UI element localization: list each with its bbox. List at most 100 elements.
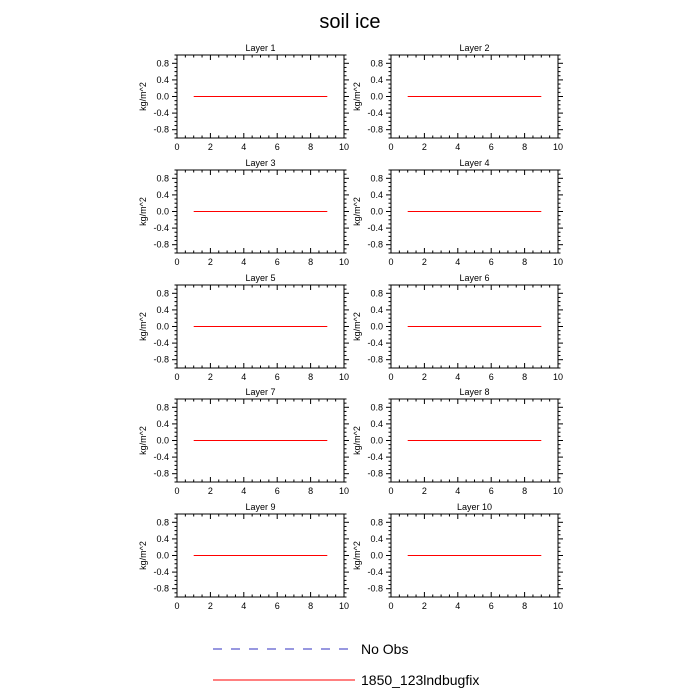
y-tick-label: -0.8 (153, 240, 169, 250)
panel-title: Layer 4 (459, 158, 489, 168)
y-tick-label: 0.8 (156, 173, 169, 183)
x-tick-label: 10 (553, 486, 563, 496)
x-tick-label: 4 (455, 257, 460, 267)
x-tick-label: 8 (308, 257, 313, 267)
x-tick-label: 4 (241, 486, 246, 496)
panel-layer-4: Layer 4 kg/m^2 0 2 4 6 8 10 0.8 0.4 0.0 -0.4 -0.8 (352, 158, 563, 267)
x-tick-label: 6 (275, 257, 280, 267)
y-tick-label: 0.0 (370, 322, 383, 332)
panel-title: Layer 5 (245, 273, 275, 283)
panel-layer-5: Layer 5 kg/m^2 0 2 4 6 8 10 0.8 0.4 0.0 -0.4 -0.8 (138, 273, 349, 382)
y-tick-label: 0.8 (156, 402, 169, 412)
x-tick-label: 6 (275, 601, 280, 611)
y-tick-label: 0.8 (370, 58, 383, 68)
legend: No Obs 1850_123lndbugfix (213, 641, 479, 688)
x-tick-label: 6 (489, 372, 494, 382)
x-tick-label: 2 (208, 257, 213, 267)
panel-title: Layer 9 (245, 502, 275, 512)
x-tick-label: 10 (553, 257, 563, 267)
y-tick-label: -0.8 (153, 469, 169, 479)
x-tick-label: 4 (241, 257, 246, 267)
y-tick-label: 0.8 (370, 173, 383, 183)
panel-title: Layer 7 (245, 387, 275, 397)
y-tick-label: 0.4 (370, 305, 383, 315)
x-tick-label: 10 (553, 601, 563, 611)
x-tick-label: 2 (422, 601, 427, 611)
y-tick-label: -0.4 (153, 338, 169, 348)
x-tick-label: 4 (241, 372, 246, 382)
x-tick-label: 10 (339, 372, 349, 382)
legend-label-1850-123lndbugfix: 1850_123lndbugfix (361, 672, 479, 688)
x-tick-label: 6 (275, 372, 280, 382)
x-tick-label: 8 (522, 601, 527, 611)
x-tick-label: 2 (422, 142, 427, 152)
x-tick-label: 10 (339, 486, 349, 496)
panel-layer-10: Layer 10 kg/m^2 0 2 4 6 8 10 0.8 0.4 0.0 -0.4 -0.8 (352, 502, 563, 611)
x-tick-label: 8 (522, 486, 527, 496)
x-tick-label: 4 (241, 142, 246, 152)
y-tick-label: 0.0 (370, 207, 383, 217)
x-tick-label: 0 (388, 372, 393, 382)
y-tick-label: -0.8 (153, 125, 169, 135)
x-tick-label: 6 (275, 486, 280, 496)
y-tick-label: -0.8 (367, 355, 383, 365)
x-tick-label: 4 (241, 601, 246, 611)
y-tick-label: -0.4 (367, 452, 383, 462)
x-tick-label: 0 (174, 142, 179, 152)
panel-layer-8: Layer 8 kg/m^2 0 2 4 6 8 10 0.8 0.4 0.0 -0.4 -0.8 (352, 387, 563, 496)
x-tick-label: 4 (455, 486, 460, 496)
y-tick-label: 0.0 (156, 436, 169, 446)
y-tick-label: 0.4 (156, 75, 169, 85)
x-tick-label: 0 (174, 601, 179, 611)
y-tick-label: -0.4 (153, 452, 169, 462)
panel-title: Layer 2 (459, 43, 489, 53)
y-tick-label: 0.0 (156, 92, 169, 102)
x-tick-label: 0 (388, 142, 393, 152)
y-axis-label: kg/m^2 (138, 197, 148, 226)
panel-layer-2: Layer 2 kg/m^2 0 2 4 6 8 10 0.8 0.4 0.0 -0.4 -0.8 (352, 43, 563, 152)
panel-layer-6: Layer 6 kg/m^2 0 2 4 6 8 10 0.8 0.4 0.0 -0.4 -0.8 (352, 273, 563, 382)
y-tick-label: 0.4 (156, 190, 169, 200)
y-tick-label: -0.4 (153, 567, 169, 577)
y-tick-label: 0.4 (156, 305, 169, 315)
y-axis-label: kg/m^2 (138, 312, 148, 341)
x-tick-label: 10 (339, 257, 349, 267)
panel-layer-1: Layer 1 kg/m^2 0 2 4 6 8 10 0.8 0.4 0.0 -0.4 -0.8 (138, 43, 349, 152)
y-tick-label: -0.4 (367, 108, 383, 118)
y-tick-label: 0.0 (156, 551, 169, 561)
y-tick-label: 0.8 (370, 288, 383, 298)
x-tick-label: 8 (522, 142, 527, 152)
x-tick-label: 0 (388, 257, 393, 267)
panel-layer-7: Layer 7 kg/m^2 0 2 4 6 8 10 0.8 0.4 0.0 -0.4 -0.8 (138, 387, 349, 496)
y-tick-label: 0.4 (370, 190, 383, 200)
x-tick-label: 8 (308, 601, 313, 611)
y-tick-label: -0.4 (153, 223, 169, 233)
x-tick-label: 2 (422, 372, 427, 382)
y-axis-label: kg/m^2 (352, 197, 362, 226)
x-tick-label: 2 (208, 601, 213, 611)
y-tick-label: 0.8 (156, 288, 169, 298)
x-tick-label: 8 (308, 142, 313, 152)
panels: Layer 1kg/m^20 2 4 6 8 100.80.40.0-0.4-0.8Lay… (138, 43, 563, 611)
y-tick-label: 0.0 (370, 551, 383, 561)
x-tick-label: 2 (208, 372, 213, 382)
x-tick-label: 2 (422, 486, 427, 496)
figure-title: soil ice (319, 11, 380, 33)
y-tick-label: 0.8 (156, 517, 169, 527)
y-tick-label: 0.8 (370, 402, 383, 412)
panel-layer-3: Layer 3 kg/m^2 0 2 4 6 8 10 0.8 0.4 0.0 -0.4 -0.8 (138, 158, 349, 267)
y-tick-label: 0.0 (156, 322, 169, 332)
y-tick-label: -0.4 (367, 567, 383, 577)
x-tick-label: 2 (422, 257, 427, 267)
y-tick-label: 0.4 (370, 534, 383, 544)
x-tick-label: 6 (489, 486, 494, 496)
y-tick-label: 0.0 (370, 92, 383, 102)
x-tick-label: 2 (208, 142, 213, 152)
y-tick-label: 0.8 (156, 58, 169, 68)
x-tick-label: 10 (339, 142, 349, 152)
y-axis-label: kg/m^2 (138, 426, 148, 455)
x-tick-label: 6 (489, 142, 494, 152)
y-tick-label: 0.4 (370, 75, 383, 85)
y-tick-label: -0.8 (367, 240, 383, 250)
